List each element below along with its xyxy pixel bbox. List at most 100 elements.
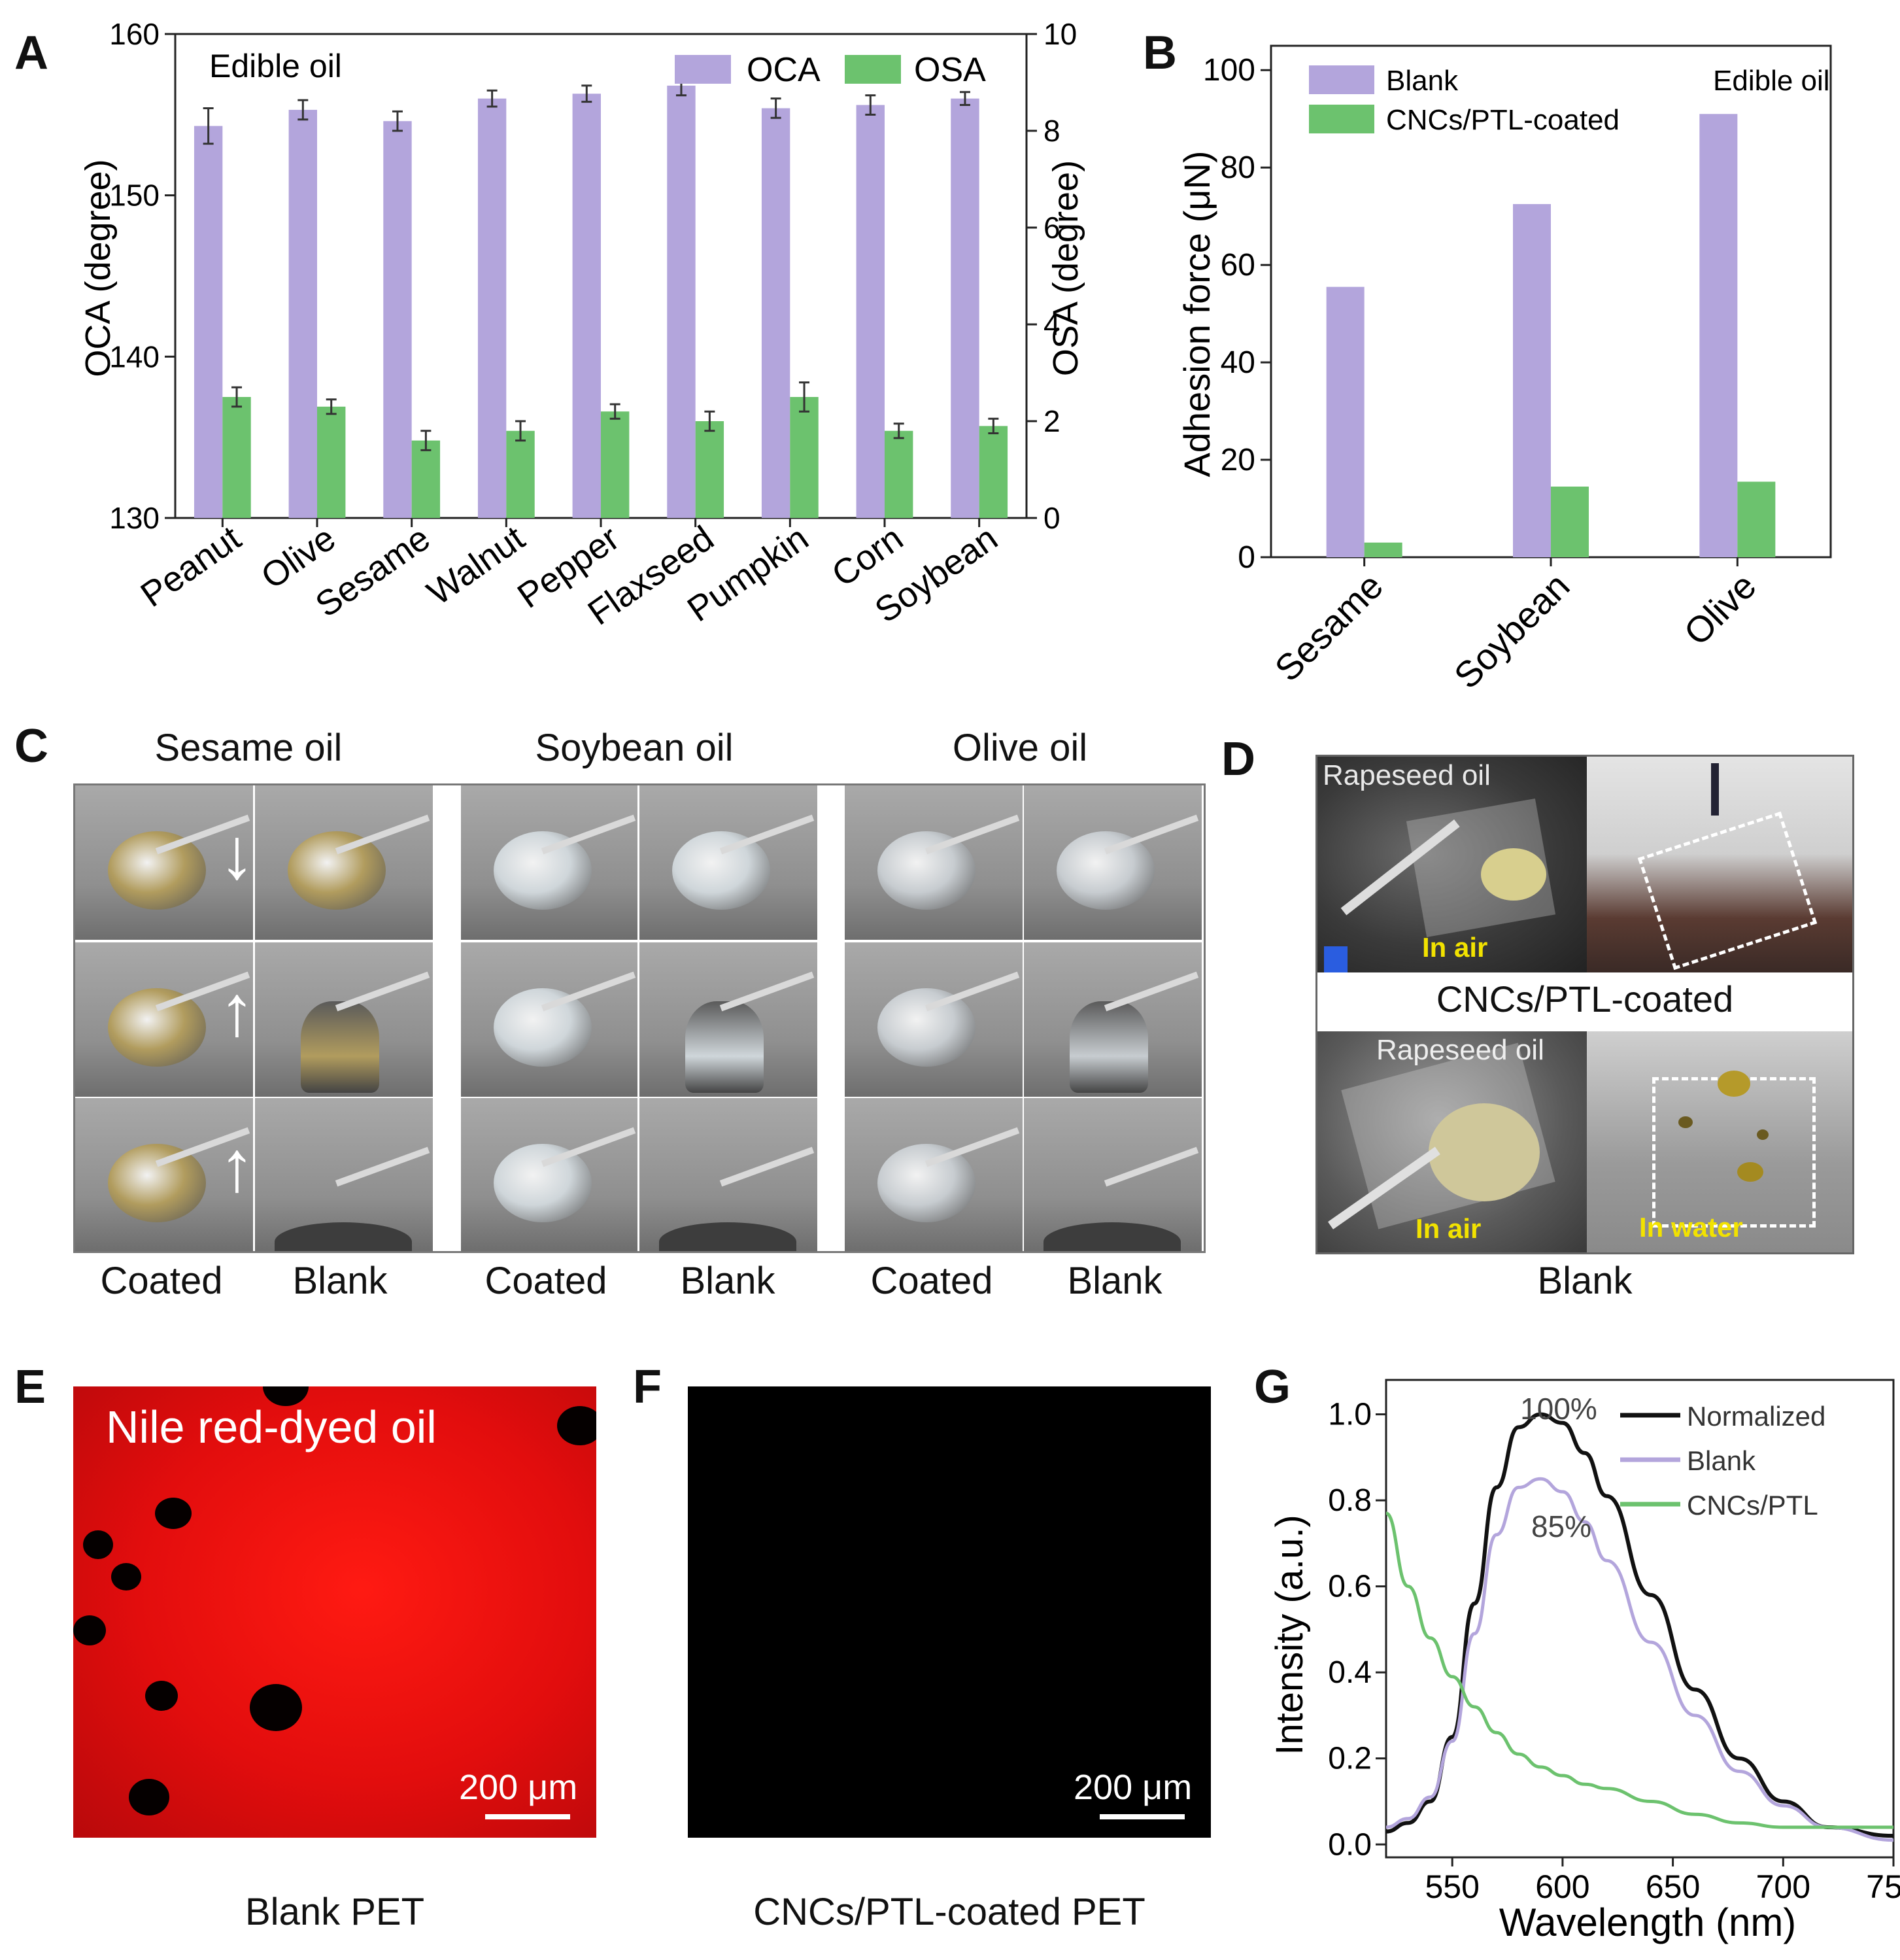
panel-f-caption: CNCs/PTL-coated PET <box>753 1891 1145 1933</box>
bar-osa <box>222 397 251 518</box>
panel-c-label-blank-1: Blank <box>292 1260 388 1302</box>
chart-g-ylabel: Intensity (a.u.) <box>1268 1515 1311 1755</box>
oil-droplet <box>301 1001 379 1093</box>
oil-droplet <box>877 831 975 910</box>
legend-label-oca: OCA <box>747 51 821 89</box>
x-tick-label: 700 <box>1756 1868 1810 1905</box>
oil-droplet <box>108 831 206 910</box>
bar-coated <box>1364 542 1402 557</box>
line-normalized <box>1385 1412 1894 1838</box>
line-blank <box>1385 1477 1894 1842</box>
legend-label-coated: CNCs/PTL-coated <box>1386 104 1620 136</box>
bar-osa <box>411 440 441 518</box>
scale-bar-f <box>1100 1814 1185 1819</box>
photo-cell <box>255 942 433 1097</box>
bar-blank <box>1513 204 1551 557</box>
y-tick-label: 0.8 <box>1328 1483 1372 1518</box>
photo-cell <box>639 942 817 1097</box>
bar-oca <box>667 85 696 518</box>
annotation-85: 85% <box>1531 1509 1591 1543</box>
chart-g-legend: Normalized Blank CNCs/PTL <box>1620 1401 1825 1521</box>
photo-cell <box>639 1098 817 1251</box>
photo-cell: ↓ <box>75 785 253 940</box>
y-tick-label: 80 <box>1221 150 1255 185</box>
scale-bar-e <box>485 1814 570 1819</box>
y-tick-label: 0.6 <box>1328 1570 1372 1604</box>
bar-coated <box>1551 487 1589 557</box>
y-tick-label: 150 <box>109 179 160 213</box>
chart-b: Sesame Soybean Olive 0 20 40 60 80 100 Edible oi… <box>1176 44 1832 696</box>
panel-letter-g: G <box>1254 1361 1291 1413</box>
arrow-up-icon: ↑ <box>219 971 253 1051</box>
panel-letter-e: E <box>14 1361 46 1413</box>
photo-cell <box>461 1098 637 1251</box>
dashed-outline <box>1637 811 1818 971</box>
chart-a-y2label: OSA (degree) <box>1046 160 1085 376</box>
oil-droplet <box>1481 848 1546 901</box>
legend-swatch-osa <box>845 55 901 84</box>
chart-b-legend: Blank CNCs/PTL-coated <box>1309 65 1620 136</box>
chart-g: 550 600 650 700 750 0.0 0.2 0.4 0.6 0.8 1.0 Intens… <box>1268 1379 1900 1944</box>
chart-a: Peanut OliveSesameWalnutPepperFlaxseedPum… <box>78 17 1085 633</box>
panel-e-caption: Blank PET <box>245 1891 424 1933</box>
panel-c-column-sesame: Sesame oil <box>154 727 343 769</box>
x-tick-label: Walnut <box>420 519 532 613</box>
photo-coated-in-water <box>1587 757 1852 972</box>
y2-tick-label: 2 <box>1043 404 1060 438</box>
oil-droplet-small <box>1737 1162 1763 1182</box>
label-cncs-ptl-coated: CNCs/PTL-coated <box>1436 978 1734 1020</box>
chart-b-ylabel: Adhesion force (μN) <box>1176 150 1217 477</box>
dashed-outline-blank <box>1652 1077 1816 1228</box>
label-in-water: In water <box>1639 1212 1743 1243</box>
y-tick-label: 0.0 <box>1328 1827 1372 1862</box>
bar-blank <box>1326 286 1365 557</box>
panel-c-label-coated-2: Coated <box>484 1260 607 1302</box>
x-tick-label: 750 <box>1866 1868 1900 1905</box>
oil-droplet <box>685 1001 764 1093</box>
legend-label-osa: OSA <box>914 51 986 89</box>
panel-f-fluorescence-image: 200 μm <box>688 1386 1211 1838</box>
panel-c-label-coated-3: Coated <box>870 1260 993 1302</box>
legend-label-blank-g: Blank <box>1687 1445 1756 1476</box>
chart-a-ylabel: OCA (degree) <box>78 159 118 377</box>
arrow-down-icon: ↓ <box>219 814 253 894</box>
bar-osa <box>885 430 913 518</box>
oil-droplet <box>1070 1001 1148 1093</box>
chart-a-title: Edible oil <box>209 48 342 84</box>
panel-d-caption-blank: Blank <box>1537 1260 1633 1302</box>
bar-osa <box>979 426 1008 518</box>
panel-letter-a: A <box>14 27 48 79</box>
y2-tick-label: 4 <box>1043 307 1060 341</box>
bar-oca <box>383 121 412 518</box>
y2-tick-label: 10 <box>1043 17 1077 51</box>
bar-coated <box>1737 481 1776 557</box>
annotation-100: 100% <box>1520 1392 1597 1426</box>
metal-wire <box>719 971 815 1012</box>
panel-letter-c: C <box>14 720 48 772</box>
panel-letter-d: D <box>1221 733 1255 785</box>
bar-oca <box>856 105 885 519</box>
oil-droplet <box>1057 831 1155 910</box>
panel-c-column-soybean: Soybean oil <box>535 727 734 769</box>
legend-swatch-oca <box>675 55 731 84</box>
photo-cell <box>845 785 1023 940</box>
oil-droplet <box>275 1222 412 1251</box>
bar-oca <box>572 94 601 518</box>
y-tick-label: 0.4 <box>1328 1655 1372 1690</box>
panel-c-label-coated-1: Coated <box>100 1260 223 1302</box>
panel-letter-f: F <box>633 1361 662 1413</box>
oil-droplet <box>288 831 386 910</box>
oil-droplet <box>494 988 592 1067</box>
y2-tick-label: 6 <box>1043 211 1060 245</box>
bar-osa <box>790 397 819 518</box>
oil-droplet <box>877 988 975 1067</box>
legend-swatch-blank <box>1309 65 1374 94</box>
photo-cell <box>845 1098 1023 1251</box>
x-tick-label: Soybean <box>1446 565 1578 696</box>
photo-cell <box>1024 942 1202 1097</box>
metal-wire <box>335 1146 430 1187</box>
panel-e-fluorescence-image: Nile red-dyed oil 200 μm <box>73 1386 596 1838</box>
y-tick-label: 1.0 <box>1328 1398 1372 1432</box>
metal-wire <box>335 971 430 1012</box>
x-tick-label: Olive <box>1676 565 1764 653</box>
